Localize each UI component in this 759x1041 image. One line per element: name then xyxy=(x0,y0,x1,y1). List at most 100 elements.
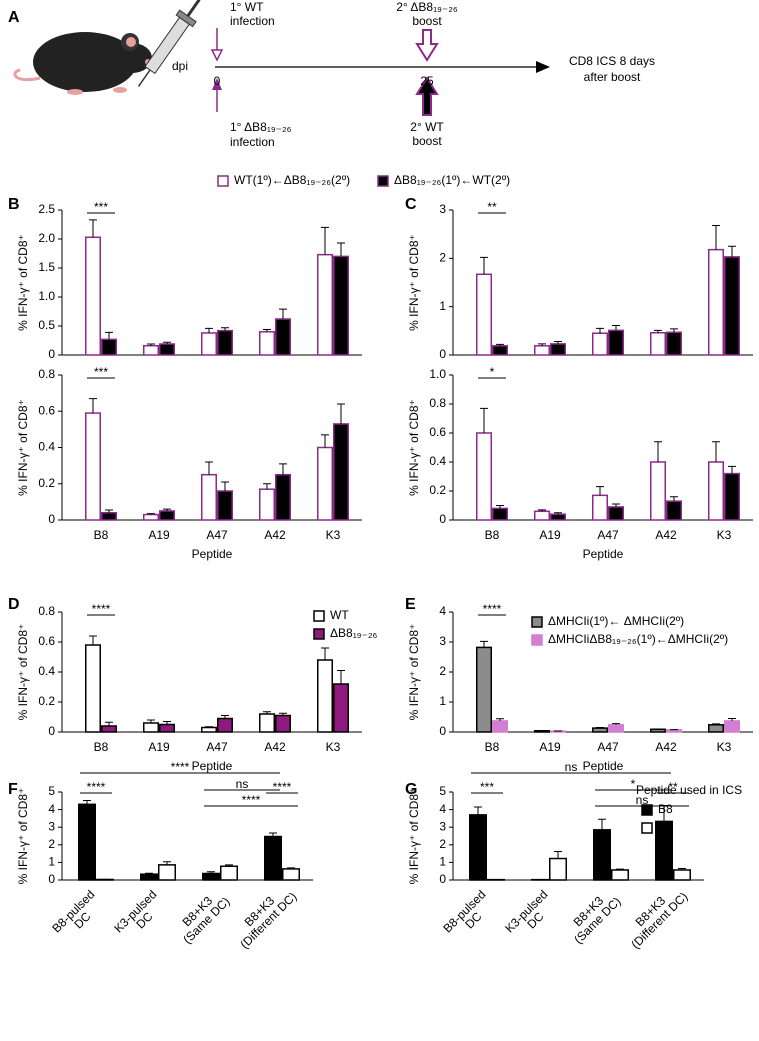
bar xyxy=(534,510,550,521)
error-bar xyxy=(279,308,287,320)
significance-label: * xyxy=(631,777,636,791)
x-tick-label: A42 xyxy=(655,740,677,754)
error-bar xyxy=(287,867,295,869)
error-bar xyxy=(612,503,620,507)
schematic-label: after boost xyxy=(584,70,641,84)
schematic-label: 2° WT xyxy=(410,120,444,134)
x-tick-label: B8 xyxy=(485,528,500,542)
y-tick-label: 2 xyxy=(48,837,55,851)
y-tick-label: 0.2 xyxy=(38,694,55,708)
panel-label: F xyxy=(8,781,18,798)
error-bar xyxy=(337,670,345,684)
x-axis-label: Peptide xyxy=(192,547,233,561)
bar xyxy=(275,714,291,733)
legend-swatch xyxy=(377,175,389,187)
bar xyxy=(549,857,567,881)
schematic-label: infection xyxy=(230,14,275,28)
legend-label: ΔMHCIiΔB8₁₉₋₂₆(1º)←ΔMHCIi(2º) xyxy=(548,632,728,646)
significance-label: **** xyxy=(87,780,106,794)
panel-label: G xyxy=(405,781,417,798)
bar xyxy=(592,727,608,733)
error-bar xyxy=(337,242,345,257)
y-tick-label: 1 xyxy=(439,299,446,313)
x-axis-label: Peptide xyxy=(583,547,624,561)
y-axis-label: % IFN-γ⁺ of CD8⁺ xyxy=(407,234,421,331)
bar xyxy=(333,683,349,733)
panel-label: C xyxy=(405,196,417,213)
bar xyxy=(101,338,117,356)
x-tick-label: K3-pulsed xyxy=(111,887,159,935)
bar xyxy=(275,318,291,356)
y-tick-label: 1.5 xyxy=(38,260,55,274)
legend-label: WT xyxy=(330,608,349,622)
x-tick-label: A19 xyxy=(539,740,561,754)
bar xyxy=(202,872,220,881)
error-bar xyxy=(279,463,287,475)
y-tick-label: 5 xyxy=(48,784,55,798)
y-tick-label: 1 xyxy=(439,694,446,708)
x-tick-label: A47 xyxy=(597,528,619,542)
legend-swatch xyxy=(313,628,325,640)
significance-label: *** xyxy=(94,365,108,379)
mouse-illustration xyxy=(13,0,201,95)
error-bar xyxy=(205,461,213,475)
bar xyxy=(143,722,159,733)
bar xyxy=(85,236,101,356)
x-tick-label: A47 xyxy=(206,740,228,754)
y-tick-label: 2.5 xyxy=(38,202,55,216)
error-bar xyxy=(89,398,97,414)
bar xyxy=(159,723,175,733)
bar xyxy=(158,864,176,881)
bar xyxy=(592,332,608,356)
y-axis-label: % IFN-γ⁺ of CD8⁺ xyxy=(407,399,421,496)
bar xyxy=(85,644,101,733)
bar xyxy=(85,412,101,521)
y-tick-label: 0.2 xyxy=(429,483,446,497)
x-tick-label: A47 xyxy=(206,528,228,542)
bar xyxy=(593,829,611,881)
y-axis-label: % IFN-γ⁺ of CD8⁺ xyxy=(407,624,421,721)
bar xyxy=(724,256,740,356)
y-tick-label: 1 xyxy=(439,855,446,869)
error-bar xyxy=(596,486,604,496)
y-tick-label: 0.4 xyxy=(429,454,446,468)
error-bar xyxy=(105,331,113,340)
y-tick-label: 0 xyxy=(439,347,446,361)
schematic-label: CD8 ICS 8 days xyxy=(569,54,655,68)
bar xyxy=(650,461,666,521)
x-tick-label: A19 xyxy=(148,528,170,542)
error-bar xyxy=(337,403,345,424)
y-tick-label: 4 xyxy=(439,802,446,816)
panel-label: B xyxy=(8,196,20,213)
legend-label: WT(1º)←ΔB8₁₉₋₂₆(2º) xyxy=(234,173,350,187)
y-tick-label: 0.8 xyxy=(429,396,446,410)
bar xyxy=(608,506,624,521)
error-bar xyxy=(496,343,504,346)
significance-label: ns xyxy=(636,793,649,807)
bar xyxy=(217,717,233,733)
y-tick-label: 3 xyxy=(439,634,446,648)
significance-label: **** xyxy=(171,760,190,774)
significance-label: *** xyxy=(94,200,108,214)
error-bar xyxy=(163,341,171,344)
error-bar xyxy=(712,224,720,250)
y-tick-label: 0.2 xyxy=(38,476,55,490)
x-tick-label: B8-pulsed xyxy=(49,887,97,935)
bar xyxy=(673,869,691,881)
error-bar xyxy=(612,723,620,725)
error-bar xyxy=(554,512,562,515)
error-bar xyxy=(269,832,277,837)
significance-label: ns xyxy=(236,777,249,791)
bar xyxy=(666,500,682,521)
schematic-label: 1° WT xyxy=(230,0,264,14)
x-tick-label: K3 xyxy=(717,740,732,754)
bar xyxy=(259,488,275,521)
error-bar xyxy=(616,868,624,870)
error-bar xyxy=(496,718,504,721)
y-tick-label: 2 xyxy=(439,837,446,851)
significance-label: **** xyxy=(483,602,502,616)
error-bar xyxy=(105,721,113,726)
bar xyxy=(201,726,217,733)
y-tick-label: 3 xyxy=(439,202,446,216)
error-bar xyxy=(474,806,482,815)
